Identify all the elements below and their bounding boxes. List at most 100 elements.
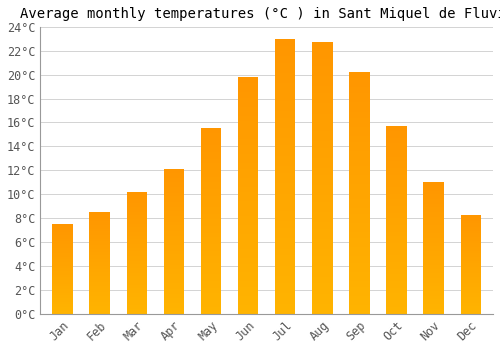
Bar (350, 169, 370, 172)
Bar (460, 269, 481, 271)
Bar (201, 263, 221, 265)
Bar (90, 214, 110, 215)
Bar (164, 267, 184, 269)
Bar (52, 272, 73, 273)
Bar (350, 88, 370, 90)
Bar (90, 228, 110, 229)
Bar (312, 137, 332, 141)
Bar (386, 138, 407, 140)
Bar (238, 219, 258, 222)
Bar (164, 173, 184, 175)
Bar (90, 241, 110, 243)
Bar (164, 220, 184, 222)
Bar (460, 289, 481, 290)
Bar (424, 263, 444, 265)
Bar (52, 303, 73, 304)
Bar (201, 205, 221, 207)
Bar (386, 262, 407, 265)
Bar (460, 287, 481, 288)
Bar (52, 270, 73, 271)
Bar (52, 233, 73, 234)
Bar (312, 83, 332, 86)
Bar (424, 230, 444, 232)
Bar (126, 210, 147, 212)
Bar (424, 289, 444, 291)
Bar (386, 253, 407, 255)
Bar (275, 135, 295, 139)
Bar (126, 196, 147, 198)
Bar (424, 182, 444, 184)
Bar (312, 300, 332, 304)
Bar (201, 254, 221, 256)
Bar (350, 166, 370, 169)
Bar (90, 248, 110, 249)
Bar (126, 276, 147, 277)
Bar (52, 296, 73, 297)
Bar (350, 105, 370, 108)
Bar (312, 239, 332, 243)
Bar (90, 306, 110, 308)
Bar (312, 216, 332, 219)
Bar (164, 305, 184, 307)
Bar (275, 73, 295, 77)
Bar (460, 219, 481, 221)
Bar (164, 280, 184, 281)
Bar (460, 254, 481, 256)
Bar (386, 267, 407, 269)
Bar (201, 191, 221, 193)
Bar (164, 200, 184, 202)
Bar (350, 211, 370, 214)
Bar (386, 302, 407, 304)
Bar (350, 145, 370, 148)
Bar (275, 228, 295, 231)
Bar (164, 187, 184, 189)
Bar (424, 192, 444, 194)
Bar (350, 275, 370, 278)
Bar (126, 258, 147, 259)
Bar (424, 225, 444, 227)
Bar (238, 107, 258, 110)
Bar (386, 260, 407, 262)
Bar (201, 265, 221, 267)
Bar (238, 124, 258, 127)
Bar (238, 181, 258, 184)
Bar (164, 303, 184, 305)
Bar (52, 273, 73, 275)
Bar (424, 288, 444, 289)
Bar (164, 184, 184, 186)
Bar (164, 287, 184, 288)
Bar (164, 236, 184, 238)
Bar (386, 274, 407, 276)
Bar (90, 257, 110, 258)
Bar (201, 168, 221, 170)
Bar (312, 294, 332, 297)
Bar (201, 247, 221, 249)
Bar (350, 193, 370, 196)
Bar (460, 296, 481, 298)
Bar (312, 226, 332, 229)
Bar (460, 246, 481, 247)
Bar (424, 268, 444, 270)
Bar (350, 178, 370, 181)
Bar (312, 171, 332, 175)
Bar (238, 163, 258, 166)
Bar (275, 149, 295, 152)
Bar (386, 222, 407, 225)
Bar (350, 290, 370, 293)
Bar (126, 224, 147, 225)
Bar (386, 142, 407, 145)
Bar (275, 176, 295, 180)
Bar (164, 223, 184, 225)
Bar (460, 253, 481, 254)
Bar (52, 313, 73, 314)
Bar (386, 196, 407, 199)
Bar (460, 308, 481, 309)
Bar (386, 312, 407, 314)
Bar (90, 253, 110, 254)
Bar (52, 244, 73, 245)
Bar (460, 309, 481, 310)
Bar (275, 269, 295, 273)
Bar (350, 103, 370, 105)
Bar (350, 229, 370, 232)
Bar (424, 240, 444, 242)
